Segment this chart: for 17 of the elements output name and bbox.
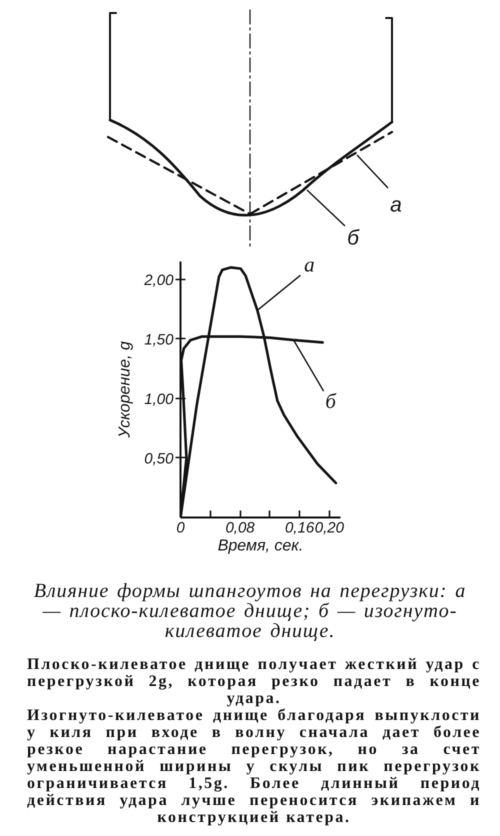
x-tick-label: 0,20 (314, 520, 345, 536)
text: а (390, 194, 402, 217)
x-tick-label: 0,08 (225, 520, 256, 536)
text: Плоско-килеватое днище получает жесткий удар с перегрузкой 2g, которая резко падает в конце удара. (27, 656, 481, 708)
y-tick-label: 1,00 (144, 390, 174, 408)
text: б (325, 389, 338, 414)
text: а (304, 252, 315, 276)
text: б (347, 226, 360, 250)
text: Изогнуто-килеватое днище благодаря выпуклости у киля при входе в волну сначала дает более резкое нарастание перегрузок, но за счет уменьшенной ширины у скулы пик перегрузок ограничивается 1,5g. Более длинный период действия удара лучше переносится экипажем и конструкцией катера. (27, 707, 481, 826)
x-tick-label: 0 (176, 520, 186, 536)
x-axis-title: Время, сек. (218, 538, 304, 554)
x-tick-label: 0,16 (284, 520, 315, 536)
y-tick-label: 2,00 (143, 272, 174, 289)
y-tick-label: 0,50 (144, 450, 174, 468)
y-tick-label: 1,50 (144, 331, 174, 348)
text: Влияние формы шпангоутов на перегрузки: а — плоско-килеватое днище; б — изогнуто-килеватое днище. (32, 580, 468, 642)
y-axis-title: Ускорение, g (116, 341, 134, 439)
